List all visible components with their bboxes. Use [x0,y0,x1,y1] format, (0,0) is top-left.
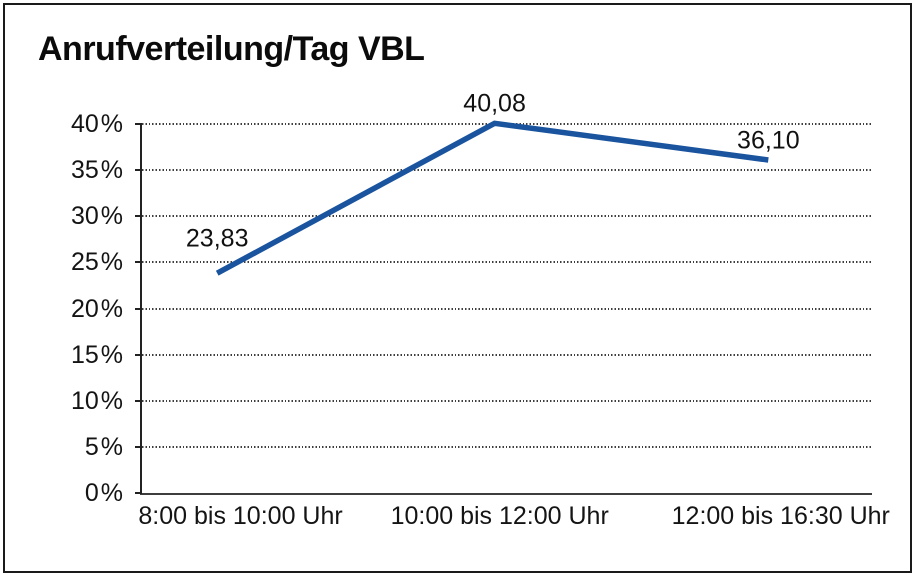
y-axis-label: 40 % [71,110,123,138]
y-tick-35 [135,169,142,172]
series-polyline [215,120,769,276]
y-tick-0 [135,492,142,494]
gridline-25 [142,261,872,264]
gridline-10 [142,399,872,402]
y-axis-label: 5 % [84,432,123,461]
y-axis-label: 25 % [71,248,123,277]
y-tick-30 [135,215,142,218]
y-tick-25 [135,261,142,264]
y-tick-20 [135,307,142,310]
data-label: 36,10 [737,126,800,155]
gridline-30 [142,215,872,218]
y-axis-label: 35 % [71,156,123,185]
x-axis-label: 12:00 bis 16:30 Uhr [671,502,890,530]
gridline-5 [142,445,872,448]
data-label: 40,08 [463,89,526,118]
chart-title: Anrufverteilung/Tag VBL [38,30,425,68]
gridline-35 [142,169,872,172]
x-axis-label: 10:00 bis 12:00 Uhr [390,502,609,530]
y-axis-label: 20 % [71,294,123,323]
x-axis-label: 8:00 bis 10:00 Uhr [138,502,343,530]
y-tick-10 [135,399,142,402]
y-axis-label: 0 % [84,479,123,507]
y-axis-label: 30 % [71,202,123,231]
gridline-15 [142,353,872,356]
y-axis-label: 15 % [71,340,123,369]
chart-outer-border [3,3,912,573]
y-axis-label: 10 % [71,386,123,415]
data-label: 23,83 [185,224,249,253]
plot-area: 23,83 40,08 36,10 [135,90,872,495]
y-tick-15 [135,353,142,356]
data-series-line [215,120,769,276]
y-tick-5 [135,445,142,448]
x-axis-line [140,493,872,495]
y-tick-40 [135,123,142,125]
gridline-20 [142,307,872,310]
